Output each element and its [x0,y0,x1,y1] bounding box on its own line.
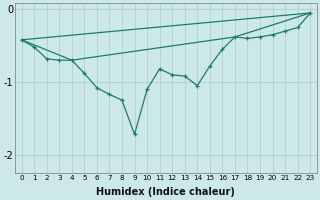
X-axis label: Humidex (Indice chaleur): Humidex (Indice chaleur) [96,187,235,197]
